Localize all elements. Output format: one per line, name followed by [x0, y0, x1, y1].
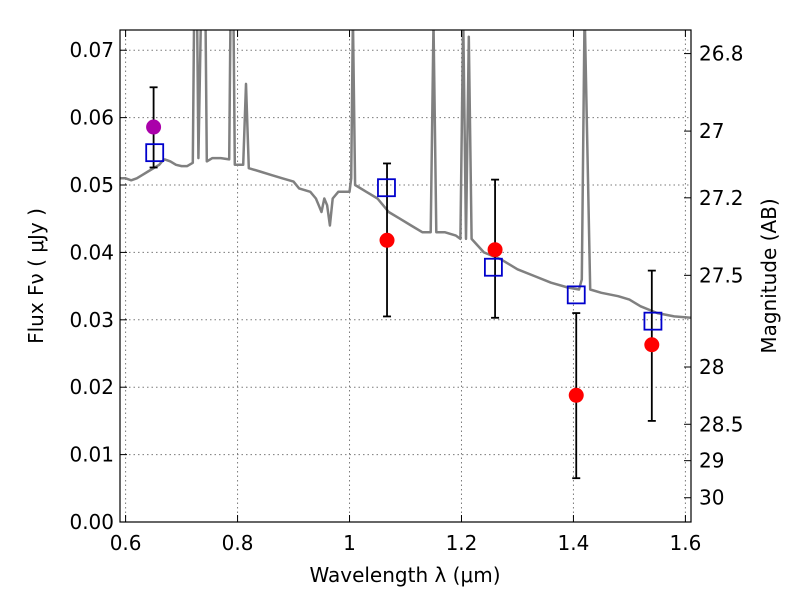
y-tick-label: 0.01 — [69, 443, 114, 467]
model-photometry-square — [377, 178, 396, 198]
x-tick-label: 0.6 — [110, 531, 142, 555]
y2-tick-label: 26.8 — [699, 42, 744, 66]
axis-labels: Wavelength λ (μm) Flux Fν ( μJy ) Magnit… — [24, 198, 781, 587]
x-tick-label: 1.2 — [446, 531, 478, 555]
y2-tick-label: 28.5 — [699, 412, 744, 436]
y-tick-label: 0.02 — [69, 375, 114, 399]
x-axis-label: Wavelength λ (μm) — [309, 563, 500, 587]
x-tick-label: 1.4 — [558, 531, 590, 555]
model-spectrum-line — [120, 30, 691, 320]
plot-frame — [119, 29, 692, 523]
observed-flux-point — [379, 232, 395, 248]
y-axis-label: Flux Fν ( μJy ) — [24, 208, 48, 344]
observed-flux-point — [644, 337, 660, 353]
y-tick-label: 0.03 — [69, 308, 114, 332]
observed-flux-point — [146, 119, 162, 135]
observed-flux-point — [487, 242, 503, 258]
model-photometry-square — [145, 143, 165, 163]
x-tick-label: 1 — [343, 531, 356, 555]
y-tick-label: 0.04 — [69, 240, 114, 264]
model-photometry-square — [566, 285, 586, 305]
y2-tick-label: 30 — [699, 486, 724, 510]
x-tick-label: 1.6 — [669, 531, 701, 555]
y2-tick-label: 27.2 — [699, 186, 744, 210]
y2-tick-label: 27.5 — [699, 263, 744, 287]
plot-area — [120, 30, 691, 480]
y2-tick-label: 28 — [699, 355, 724, 379]
model-photometry-square — [483, 257, 503, 277]
axis-ticks: 0.6 0.8 1 1.2 1.4 1.6 0.00 0.01 0.02 0.03 0.04 0.05… — [69, 30, 744, 555]
x-tick-label: 0.8 — [222, 531, 254, 555]
observed-flux-point — [568, 387, 584, 403]
y-tick-label: 0.00 — [69, 510, 114, 534]
model-photometry-square — [643, 311, 663, 331]
y2-axis-label: Magnitude (AB) — [757, 198, 781, 353]
y-tick-label: 0.07 — [69, 38, 114, 62]
y2-tick-label: 27 — [699, 119, 724, 143]
y-tick-label: 0.06 — [69, 106, 114, 130]
y2-tick-label: 29 — [699, 449, 724, 473]
y-tick-label: 0.05 — [69, 173, 114, 197]
